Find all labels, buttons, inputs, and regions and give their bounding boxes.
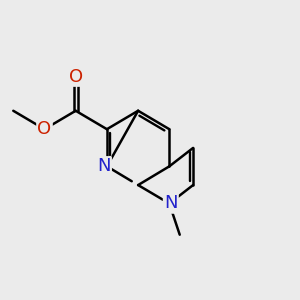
- Text: N: N: [97, 157, 111, 175]
- Text: N: N: [164, 194, 178, 212]
- Text: O: O: [69, 68, 83, 85]
- Text: O: O: [38, 120, 52, 138]
